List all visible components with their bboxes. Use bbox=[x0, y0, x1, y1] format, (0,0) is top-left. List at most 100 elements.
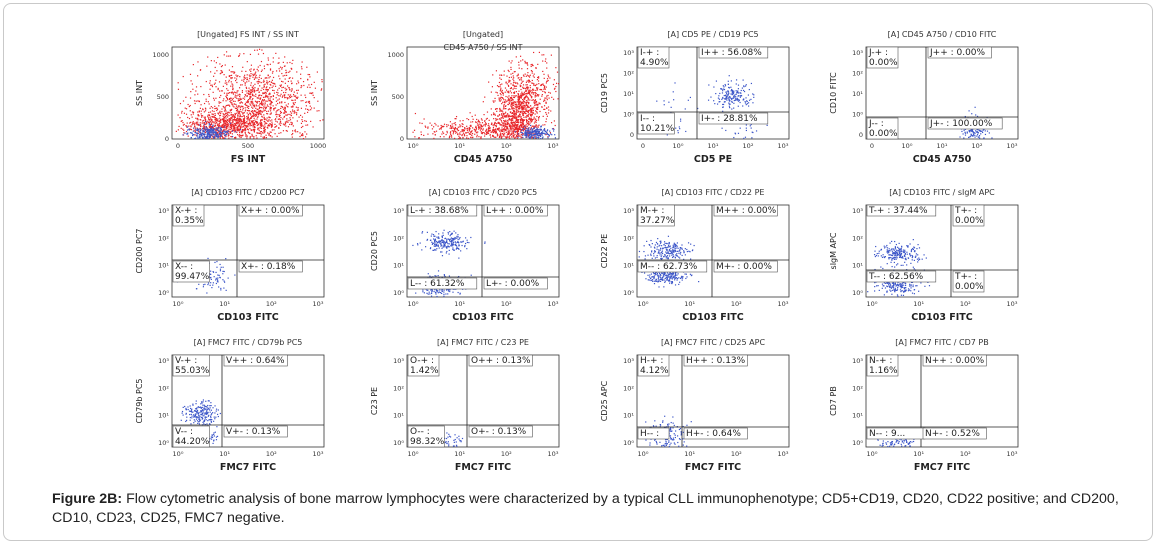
event-dot bbox=[299, 114, 302, 116]
event-dot bbox=[527, 135, 529, 137]
event-dot bbox=[723, 101, 725, 103]
event-dot bbox=[182, 124, 185, 126]
event-dot bbox=[228, 81, 230, 83]
x-tick-label: 10¹ bbox=[454, 142, 465, 150]
event-dot bbox=[266, 110, 268, 113]
event-dot bbox=[515, 56, 517, 58]
event-dot bbox=[446, 250, 448, 253]
event-dot bbox=[216, 266, 218, 268]
event-dot bbox=[251, 102, 253, 104]
event-dot bbox=[750, 98, 752, 100]
event-dot bbox=[749, 125, 751, 127]
event-dot bbox=[447, 238, 449, 240]
event-dot bbox=[259, 102, 262, 104]
event-dot bbox=[487, 128, 490, 130]
event-dot bbox=[740, 92, 742, 94]
event-dot bbox=[250, 100, 252, 103]
event-dot bbox=[247, 126, 249, 128]
event-dot bbox=[555, 90, 557, 93]
event-dot bbox=[531, 109, 533, 111]
event-dot bbox=[256, 89, 258, 92]
event-dot bbox=[514, 116, 517, 118]
event-dot bbox=[513, 112, 515, 114]
event-dot bbox=[204, 122, 206, 124]
event-dot bbox=[241, 126, 243, 128]
event-dot bbox=[234, 114, 237, 116]
event-dot bbox=[223, 287, 225, 289]
event-dot bbox=[508, 60, 510, 62]
event-dot bbox=[546, 80, 548, 82]
event-dot bbox=[729, 107, 731, 109]
event-dot bbox=[533, 130, 535, 132]
y-tick-label: 10⁰ bbox=[852, 111, 863, 119]
event-dot bbox=[961, 130, 963, 133]
event-dot bbox=[677, 130, 679, 132]
event-dot bbox=[529, 119, 532, 121]
event-dot bbox=[198, 129, 200, 131]
event-dot bbox=[208, 124, 210, 126]
event-dot bbox=[192, 121, 194, 123]
event-dot bbox=[549, 130, 551, 132]
event-dot bbox=[216, 130, 218, 132]
event-dot bbox=[524, 60, 526, 62]
event-dot bbox=[266, 119, 268, 121]
event-dot bbox=[197, 61, 199, 63]
event-dot bbox=[296, 71, 298, 73]
event-dot bbox=[217, 127, 219, 129]
event-dot bbox=[188, 125, 190, 127]
event-dot bbox=[470, 136, 472, 138]
event-dot bbox=[260, 130, 263, 133]
event-dot bbox=[964, 128, 966, 130]
event-dot bbox=[249, 53, 252, 56]
event-dot bbox=[218, 123, 220, 125]
event-dot bbox=[306, 101, 308, 103]
event-dot bbox=[528, 128, 530, 130]
event-dot bbox=[238, 118, 240, 120]
event-dot bbox=[503, 105, 505, 107]
event-dot bbox=[527, 72, 529, 74]
event-dot bbox=[555, 67, 557, 69]
event-dot bbox=[970, 130, 973, 132]
event-dot bbox=[531, 63, 533, 66]
quadrant-label-ul: X-+ : bbox=[175, 206, 197, 216]
event-dot bbox=[258, 129, 260, 131]
event-dot bbox=[269, 107, 272, 109]
event-dot bbox=[546, 95, 548, 97]
event-dot bbox=[504, 87, 507, 89]
event-dot bbox=[212, 127, 214, 129]
event-dot bbox=[443, 275, 446, 277]
event-dot bbox=[493, 113, 495, 116]
event-dot bbox=[242, 66, 244, 68]
event-dot bbox=[721, 92, 724, 94]
event-dot bbox=[431, 233, 433, 235]
event-dot bbox=[512, 78, 514, 80]
event-dot bbox=[486, 111, 489, 113]
event-dot bbox=[480, 127, 482, 130]
event-dot bbox=[511, 125, 513, 127]
event-dot bbox=[482, 101, 484, 103]
event-dot bbox=[726, 91, 728, 93]
event-dot bbox=[500, 74, 502, 76]
event-dot bbox=[543, 127, 546, 130]
event-dot bbox=[237, 120, 240, 122]
event-dot bbox=[544, 92, 546, 94]
event-dot bbox=[539, 110, 541, 113]
event-dot bbox=[524, 106, 526, 108]
event-dot bbox=[198, 134, 201, 136]
event-dot bbox=[270, 104, 272, 106]
event-dot bbox=[524, 98, 526, 100]
event-dot bbox=[244, 131, 246, 133]
event-dot bbox=[523, 116, 525, 118]
event-dot bbox=[200, 110, 202, 112]
event-dot bbox=[256, 97, 258, 99]
event-dot bbox=[752, 93, 754, 95]
event-dot bbox=[544, 130, 547, 133]
event-dot bbox=[492, 100, 494, 102]
event-dot bbox=[510, 115, 512, 117]
event-dot bbox=[247, 90, 249, 92]
event-dot bbox=[728, 75, 730, 77]
event-dot bbox=[214, 117, 216, 119]
event-dot bbox=[541, 131, 543, 133]
event-dot bbox=[728, 99, 730, 102]
event-dot bbox=[543, 129, 545, 131]
